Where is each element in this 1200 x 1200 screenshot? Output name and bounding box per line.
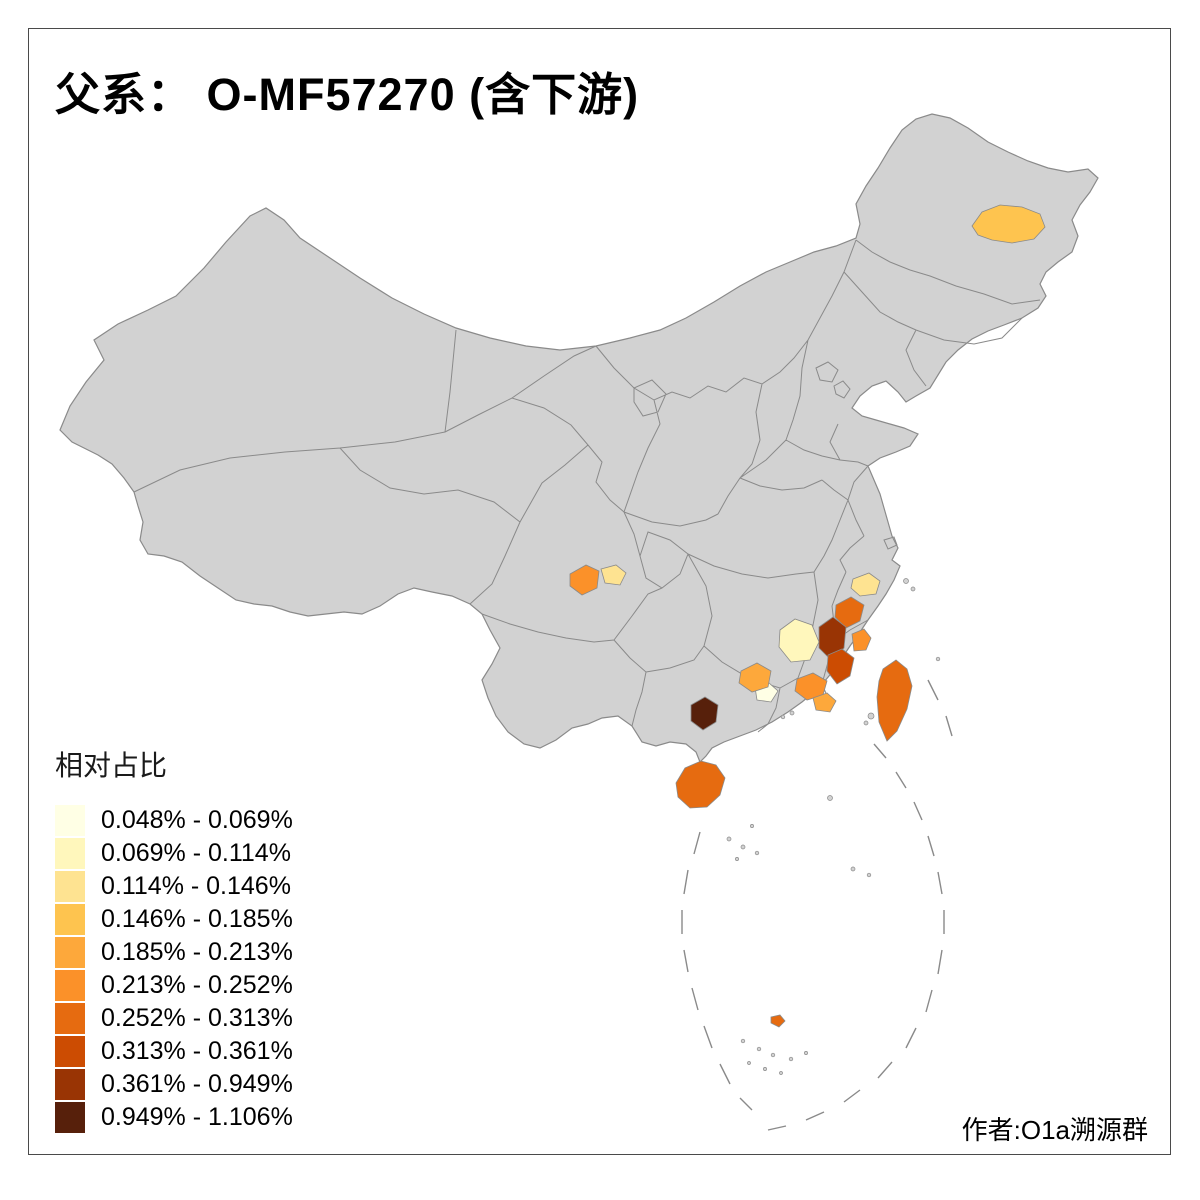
map-patch-fujian-northeast bbox=[851, 628, 872, 652]
page-title: 父系： O-MF57270 (含下游) bbox=[55, 69, 640, 120]
legend-item: 0.313% - 0.361% bbox=[55, 1035, 293, 1068]
legend-label: 0.252% - 0.313% bbox=[101, 1004, 293, 1032]
map-patch-guangxi-north bbox=[738, 662, 772, 693]
china-mainland bbox=[59, 113, 1099, 764]
legend-items: 0.048% - 0.069% 0.069% - 0.114% 0.114% - 0… bbox=[55, 804, 293, 1134]
legend-label: 0.069% - 0.114% bbox=[101, 839, 291, 867]
map-patch-guangxi-southwest bbox=[690, 696, 719, 731]
map-patch-jiangxi-northeast bbox=[818, 616, 847, 661]
map-patch-zhejiang-west bbox=[834, 596, 865, 629]
legend-swatch bbox=[55, 805, 85, 836]
legend-item: 0.185% - 0.213% bbox=[55, 936, 293, 969]
legend-swatch bbox=[55, 1069, 85, 1100]
map-patch-sichuan-east bbox=[600, 564, 627, 586]
legend-item: 0.361% - 0.949% bbox=[55, 1068, 293, 1101]
legend-item: 0.146% - 0.185% bbox=[55, 903, 293, 936]
legend-item: 0.252% - 0.313% bbox=[55, 1002, 293, 1035]
map-patch-fujian-west bbox=[826, 648, 855, 685]
legend-label: 0.949% - 1.106% bbox=[101, 1103, 293, 1131]
legend-item: 0.114% - 0.146% bbox=[55, 870, 293, 903]
islets bbox=[726, 578, 941, 1075]
legend-swatch bbox=[55, 871, 85, 902]
author-credit: 作者:O1a溯源群 bbox=[961, 1115, 1148, 1145]
legend-swatch bbox=[55, 970, 85, 1001]
choropleth-regions bbox=[569, 204, 1046, 1028]
legend-label: 0.048% - 0.069% bbox=[101, 806, 293, 834]
legend-swatch bbox=[55, 1003, 85, 1034]
legend-item: 0.069% - 0.114% bbox=[55, 837, 293, 870]
map-patch-heilongjiang-central bbox=[971, 204, 1046, 244]
legend-label: 0.185% - 0.213% bbox=[101, 938, 293, 966]
legend: 相对占比 0.048% - 0.069% 0.069% - 0.114% 0.114… bbox=[55, 744, 293, 1134]
legend-title: 相对占比 bbox=[55, 750, 168, 781]
legend-label: 0.213% - 0.252% bbox=[101, 971, 293, 999]
legend-item: 0.213% - 0.252% bbox=[55, 969, 293, 1002]
nine-dash-line bbox=[681, 679, 953, 1131]
map-patch-sichuan-chengdu bbox=[569, 564, 600, 596]
map-patch-taiwan bbox=[876, 659, 913, 742]
legend-label: 0.146% - 0.185% bbox=[101, 905, 293, 933]
legend-label: 0.114% - 0.146% bbox=[101, 872, 291, 900]
legend-swatch bbox=[55, 838, 85, 869]
legend-item: 0.048% - 0.069% bbox=[55, 804, 293, 837]
legend-label: 0.361% - 0.949% bbox=[101, 1070, 293, 1098]
legend-swatch bbox=[55, 904, 85, 935]
legend-label: 0.313% - 0.361% bbox=[101, 1037, 293, 1065]
map-patch-south-china-sea-island bbox=[770, 1014, 786, 1028]
map-patch-zhejiang-coast bbox=[850, 572, 881, 597]
map-patch-hainan bbox=[675, 760, 726, 809]
legend-swatch bbox=[55, 1036, 85, 1067]
map-patch-guangdong-east bbox=[812, 692, 837, 713]
map-patch-hunan-east bbox=[778, 618, 820, 663]
legend-swatch bbox=[55, 937, 85, 968]
legend-swatch bbox=[55, 1102, 85, 1133]
legend-item: 0.949% - 1.106% bbox=[55, 1101, 293, 1134]
